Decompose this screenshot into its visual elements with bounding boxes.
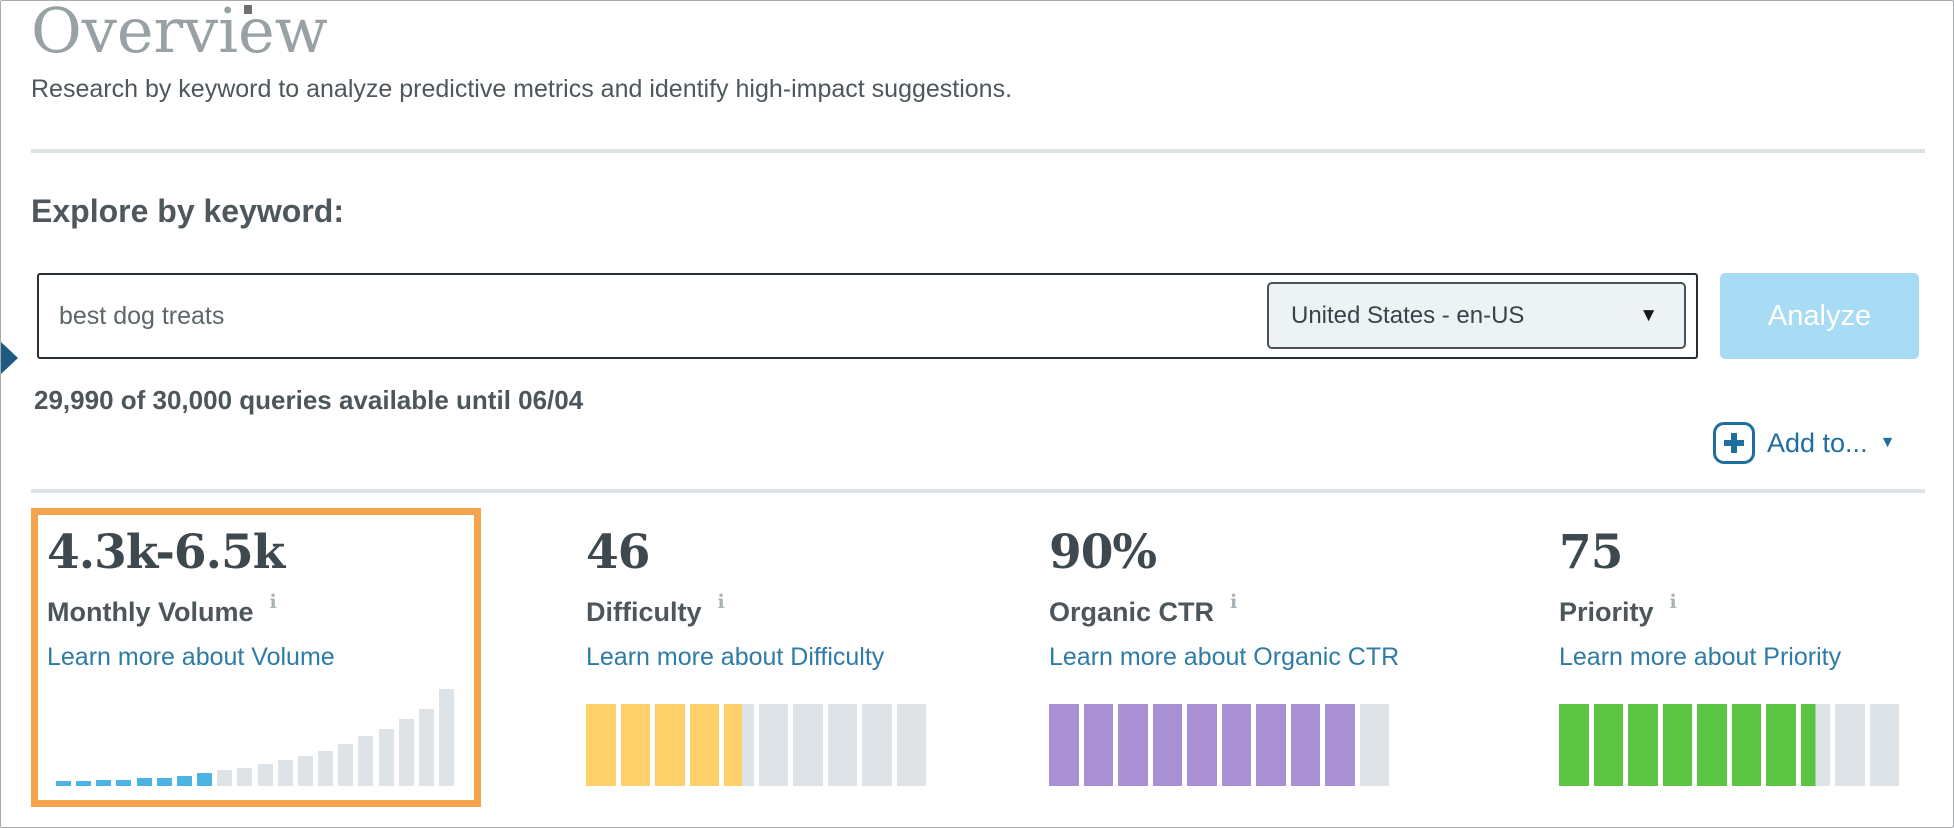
metric-label: Difficulty <box>586 597 702 627</box>
score-segment <box>1118 704 1148 786</box>
score-segment <box>1800 704 1830 786</box>
score-segment <box>758 704 788 786</box>
score-segment <box>1083 704 1113 786</box>
explore-by-keyword-heading: Explore by keyword: <box>31 193 344 229</box>
score-segment <box>724 704 754 786</box>
analyze-button[interactable]: Analyze <box>1720 273 1919 359</box>
metric-label: Organic CTR <box>1049 597 1215 627</box>
learn-more-volume-link[interactable]: Learn more about Volume <box>47 643 335 671</box>
score-segment <box>1731 704 1761 786</box>
metric-value: 4.3k-6.5k <box>47 525 285 580</box>
score-segment <box>620 704 650 786</box>
score-segment <box>1697 704 1727 786</box>
locale-dropdown-value: United States - en-US <box>1291 301 1525 329</box>
learn-more-difficulty-link[interactable]: Learn more about Difficulty <box>586 643 885 671</box>
volume-trend-bar <box>156 778 172 786</box>
score-segment <box>1325 704 1355 786</box>
metric-card-priority: 75 Priority i Learn more about Priority <box>1544 508 1944 807</box>
score-segment <box>896 704 926 786</box>
volume-trend-bar <box>176 776 192 786</box>
score-segment <box>1359 704 1389 786</box>
chevron-down-icon: ▼ <box>1639 304 1658 326</box>
score-segment <box>862 704 892 786</box>
metric-label-row: Priority i <box>1559 591 1677 628</box>
score-segment <box>689 704 719 786</box>
metric-value: 90% <box>1049 525 1157 580</box>
volume-trend-bar <box>358 736 374 786</box>
volume-trend-bar <box>116 780 132 786</box>
learn-more-organic-ctr-link[interactable]: Learn more about Organic CTR <box>1049 643 1400 671</box>
locale-dropdown[interactable]: United States - en-US ▼ <box>1267 282 1686 349</box>
score-segment <box>655 704 685 786</box>
learn-more-priority-link[interactable]: Learn more about Priority <box>1559 643 1842 671</box>
score-segment <box>1187 704 1217 786</box>
priority-score-bar <box>1559 704 1899 786</box>
info-icon[interactable]: i <box>717 591 725 613</box>
score-segment <box>1152 704 1182 786</box>
score-segment <box>1766 704 1796 786</box>
volume-trend-bar <box>378 729 394 786</box>
volume-trend-chart <box>56 686 454 786</box>
organic-ctr-score-bar <box>1049 704 1389 786</box>
volume-trend-bar <box>438 689 454 786</box>
volume-trend-bar <box>418 709 434 786</box>
volume-trend-bar <box>338 744 354 786</box>
score-segment <box>586 704 616 786</box>
query-quota-text: 29,990 of 30,000 queries available until… <box>34 385 584 415</box>
volume-trend-bar <box>76 781 92 786</box>
metric-value: 46 <box>586 525 650 580</box>
volume-trend-bar <box>297 756 313 786</box>
difficulty-score-bar <box>586 704 926 786</box>
divider <box>31 489 1925 493</box>
info-icon[interactable]: i <box>269 591 277 613</box>
volume-trend-bar <box>96 780 112 786</box>
volume-trend-bar <box>398 719 414 786</box>
info-icon[interactable]: i <box>1669 591 1677 613</box>
add-to-button[interactable]: Add to... ▼ <box>1713 417 1895 469</box>
score-segment <box>1049 704 1079 786</box>
score-segment <box>1835 704 1865 786</box>
metric-card-monthly-volume: 4.3k-6.5k Monthly Volume i Learn more abo… <box>31 508 481 807</box>
metric-card-organic-ctr: 90% Organic CTR i Learn more about Organi… <box>1034 508 1474 807</box>
divider <box>31 149 1925 153</box>
volume-trend-bar <box>136 778 152 786</box>
metric-label-row: Difficulty i <box>586 591 725 628</box>
info-icon[interactable]: i <box>1230 591 1238 613</box>
page-subtitle: Research by keyword to analyze predictiv… <box>31 75 1013 103</box>
metric-label: Priority <box>1559 597 1654 627</box>
metric-label-row: Organic CTR i <box>1049 591 1237 628</box>
score-segment <box>1869 704 1899 786</box>
page-title: Overview <box>31 0 328 67</box>
score-segment <box>1256 704 1286 786</box>
chevron-down-icon: ▼ <box>1879 434 1896 451</box>
text-cursor-artifact <box>244 5 252 14</box>
add-to-label: Add to... <box>1767 427 1868 458</box>
metric-card-difficulty: 46 Difficulty i Learn more about Difficul… <box>571 508 1011 807</box>
score-segment <box>793 704 823 786</box>
volume-trend-bar <box>277 760 293 786</box>
score-segment <box>1593 704 1623 786</box>
volume-trend-bar <box>217 770 233 786</box>
page-pointer-arrow-icon <box>1 342 18 374</box>
score-segment <box>1221 704 1251 786</box>
plus-icon <box>1713 422 1755 464</box>
volume-trend-bar <box>237 768 253 786</box>
metric-label-row: Monthly Volume i <box>47 591 277 628</box>
score-segment <box>1290 704 1320 786</box>
volume-trend-bar <box>56 781 71 786</box>
score-segment <box>827 704 857 786</box>
volume-trend-bar <box>197 773 213 786</box>
volume-trend-bar <box>257 764 273 786</box>
score-segment <box>1628 704 1658 786</box>
score-segment <box>1662 704 1692 786</box>
score-segment <box>1559 704 1589 786</box>
metric-value: 75 <box>1559 525 1623 580</box>
volume-trend-bar <box>318 751 334 786</box>
metric-label: Monthly Volume <box>47 597 254 627</box>
